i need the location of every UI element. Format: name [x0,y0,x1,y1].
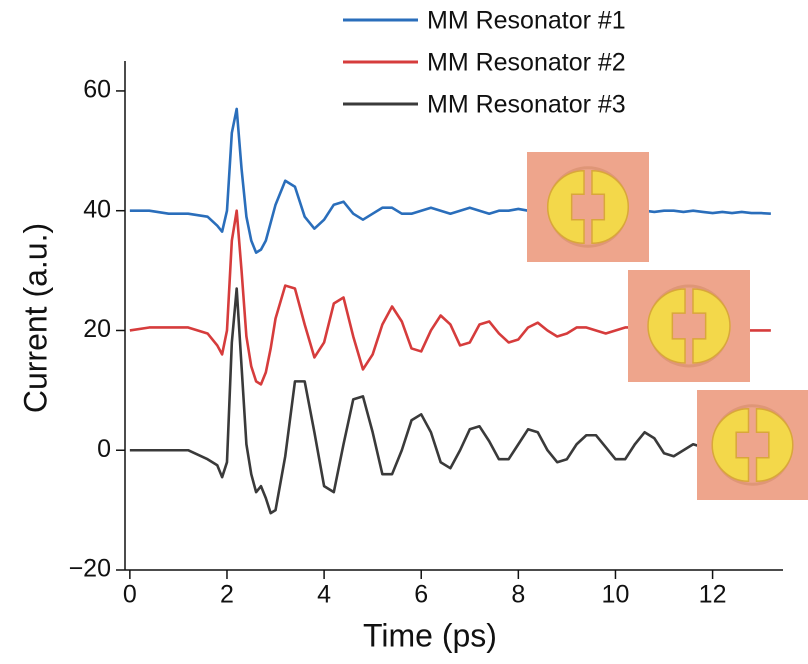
resonator-left [711,407,750,483]
inset-image [628,270,750,382]
x-tick-label: 10 [602,581,630,609]
legend-label: MM Resonator #2 [427,49,626,77]
x-tick-label: 8 [511,581,525,609]
x-axis-title: Time (ps) [363,617,497,653]
x-tick-label: 2 [220,581,234,609]
y-tick-label: 20 [83,315,111,343]
series-line [129,107,771,254]
x-tick-label: 12 [699,581,727,609]
inset-image [697,390,808,500]
resonator-left [547,169,585,245]
x-tick-label: 0 [123,581,137,609]
y-tick-label: 40 [83,195,111,223]
x-tick-label: 6 [414,581,428,609]
inset-image [527,152,649,262]
series-line [129,287,771,515]
legend-label: MM Resonator #1 [427,7,626,35]
legend-label: MM Resonator #3 [427,91,626,119]
x-tick-label: 4 [317,581,331,609]
resonator-right [591,169,629,245]
y-axis-title: Current (a.u.) [17,223,53,413]
y-tick-label: 0 [97,435,111,463]
resonator-right [692,288,731,364]
resonator-left [647,288,686,364]
y-tick-label: −20 [69,555,111,583]
y-tick-label: 60 [83,76,111,104]
resonator-right [755,407,794,483]
